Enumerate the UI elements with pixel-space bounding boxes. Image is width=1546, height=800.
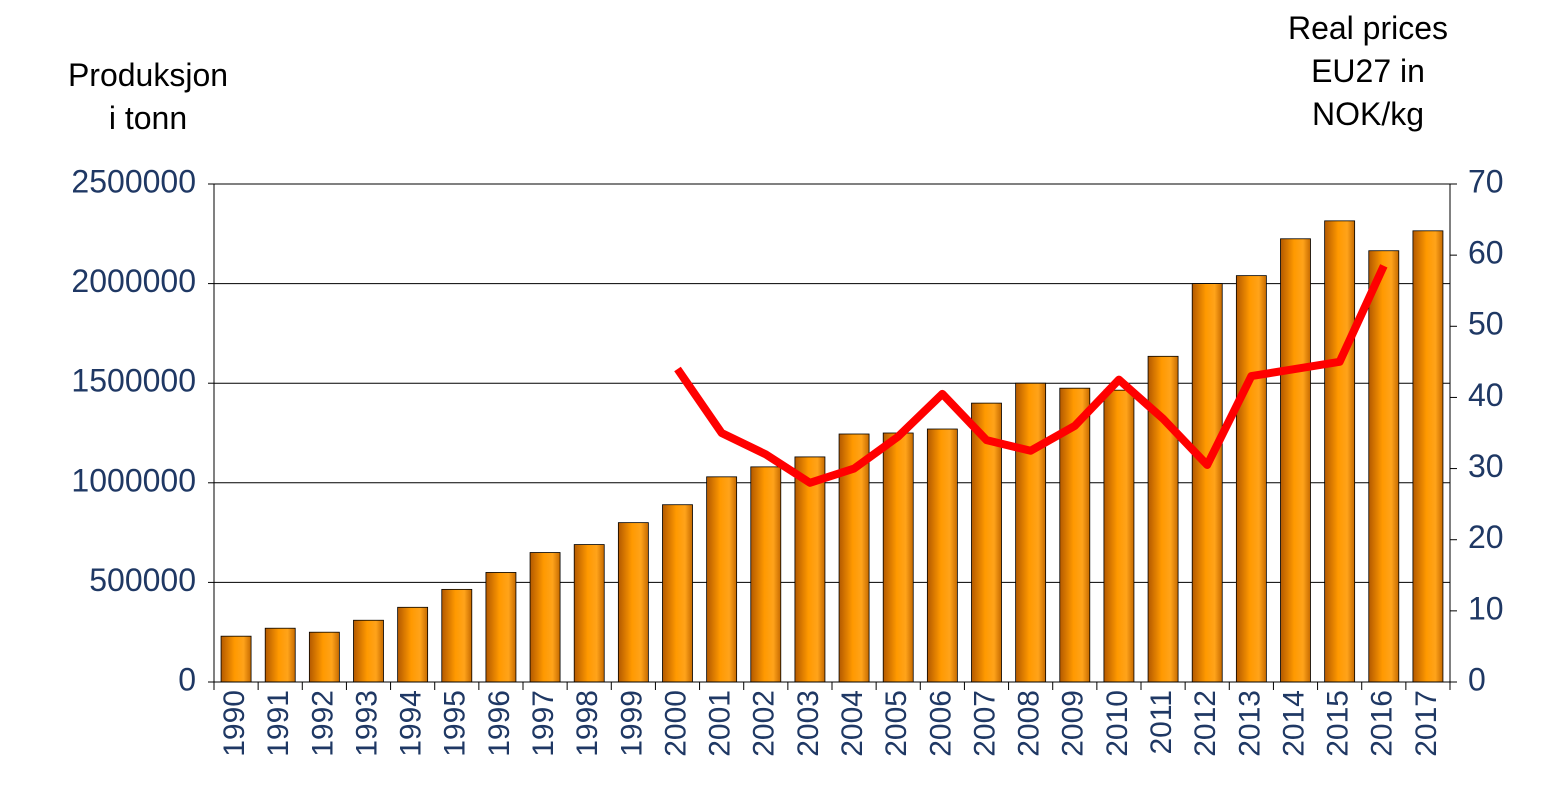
bar xyxy=(397,606,429,683)
x-tick-label: 1999 xyxy=(615,690,648,757)
bar xyxy=(1324,220,1356,683)
x-tick-label: 1993 xyxy=(350,690,383,757)
x-tick-label: 2000 xyxy=(659,690,692,757)
y2-tick-label: 10 xyxy=(1468,590,1504,626)
x-tick-label: 1990 xyxy=(218,690,251,757)
bar xyxy=(441,588,473,683)
bar xyxy=(617,522,649,683)
x-tick-label: 1997 xyxy=(527,690,560,757)
x-tick-label: 2012 xyxy=(1189,690,1222,757)
bar xyxy=(529,552,561,683)
y-tick-label: 2500000 xyxy=(71,163,196,199)
bar xyxy=(308,631,340,683)
bar xyxy=(1368,250,1400,683)
y-axis-title: Produksjon xyxy=(68,57,228,93)
bar xyxy=(882,432,914,683)
line-series xyxy=(674,264,1388,487)
x-tick-label: 1992 xyxy=(306,690,339,757)
x-tick-label: 1994 xyxy=(395,690,428,757)
x-tick-label: 2015 xyxy=(1322,690,1355,757)
x-tick-label: 2009 xyxy=(1057,690,1090,757)
bar xyxy=(1103,389,1135,683)
y-axis-title: i tonn xyxy=(109,100,187,136)
y-tick-label: 1000000 xyxy=(71,462,196,498)
bar xyxy=(750,466,782,683)
bar xyxy=(662,504,693,683)
x-tick-label: 1995 xyxy=(439,690,472,757)
x-tick-label: 1991 xyxy=(262,690,295,757)
x-tick-label: 2005 xyxy=(880,690,913,757)
x-tick-label: 1996 xyxy=(483,690,516,757)
x-tick-label: 2016 xyxy=(1366,690,1399,757)
y2-tick-label: 0 xyxy=(1468,661,1486,697)
bar xyxy=(1015,382,1047,683)
bar xyxy=(1059,387,1091,683)
y2-tick-label: 70 xyxy=(1468,163,1504,199)
bar xyxy=(794,456,826,683)
x-tick-label: 2003 xyxy=(792,690,825,757)
x-tick-label: 2006 xyxy=(924,690,957,757)
x-tick-label: 2017 xyxy=(1410,690,1443,757)
y-tick-label: 2000000 xyxy=(71,263,196,299)
bar xyxy=(971,402,1002,683)
bar xyxy=(706,476,738,683)
bar xyxy=(353,619,384,683)
x-tick-label: 1998 xyxy=(571,690,604,757)
x-tick-label: 2002 xyxy=(748,690,781,757)
y2-tick-label: 20 xyxy=(1468,519,1504,555)
bar xyxy=(926,428,958,683)
bar xyxy=(573,544,605,683)
y-tick-label: 1500000 xyxy=(71,363,196,399)
y2-tick-label: 50 xyxy=(1468,306,1504,342)
x-tick-label: 2013 xyxy=(1233,690,1266,757)
x-tick-label: 2007 xyxy=(968,690,1001,757)
bar xyxy=(264,627,296,683)
bar xyxy=(1412,230,1444,683)
bar xyxy=(220,635,252,683)
y-tick-label: 500000 xyxy=(89,562,196,598)
y2-tick-label: 30 xyxy=(1468,448,1504,484)
y-tick-label: 0 xyxy=(178,661,196,697)
x-tick-label: 2001 xyxy=(704,690,737,757)
x-tick-label: 2010 xyxy=(1101,690,1134,757)
x-tick-label: 2011 xyxy=(1145,690,1178,755)
x-tick-label: 2008 xyxy=(1013,690,1046,757)
bar xyxy=(1235,275,1267,683)
y2-axis-title: Real prices xyxy=(1288,10,1448,46)
bar xyxy=(485,572,517,683)
y2-axis-title: EU27 in xyxy=(1311,53,1425,89)
bar xyxy=(1280,238,1311,683)
x-tick-label: 2014 xyxy=(1277,690,1310,757)
bar xyxy=(1191,283,1223,683)
y2-tick-label: 40 xyxy=(1468,377,1504,413)
y2-tick-label: 60 xyxy=(1468,235,1504,271)
x-tick-label: 2004 xyxy=(836,690,869,757)
y2-axis-title: NOK/kg xyxy=(1312,96,1424,132)
